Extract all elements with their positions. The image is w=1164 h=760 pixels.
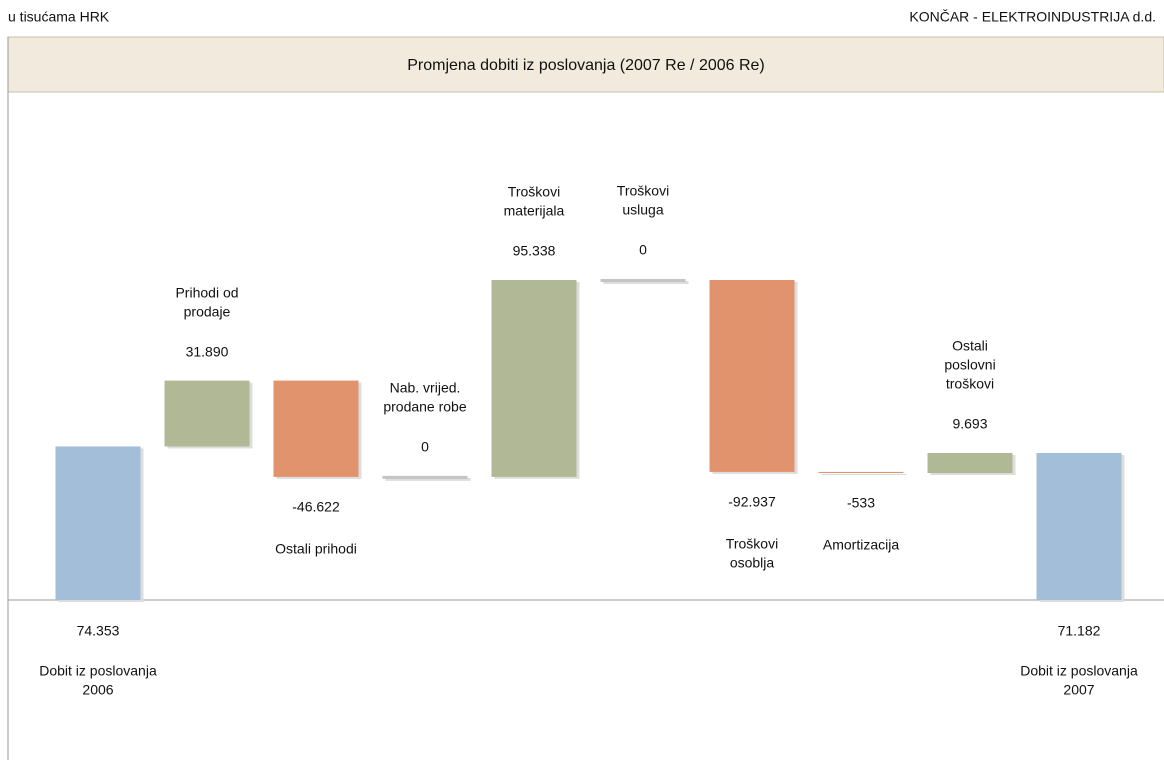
value-label: 0 xyxy=(639,242,647,258)
category-label: materijala xyxy=(504,203,565,219)
value-label: 71.182 xyxy=(1058,623,1101,639)
category-label: Prihodi od xyxy=(175,284,238,300)
chart-title: Promjena dobiti iz poslovanja (2007 Re /… xyxy=(407,57,765,74)
category-label: Dobit iz poslovanja xyxy=(39,663,157,679)
bar xyxy=(382,475,468,479)
category-label: Amortizacija xyxy=(823,537,899,553)
company-label: KONČAR - ELEKTROINDUSTRIJA d.d. xyxy=(909,9,1156,25)
bar xyxy=(55,446,141,600)
category-label: troškovi xyxy=(946,376,994,392)
value-label: -46.622 xyxy=(292,499,340,515)
value-label: 74.353 xyxy=(77,623,120,639)
category-label: Nab. vrijed. xyxy=(390,380,461,396)
bar xyxy=(1036,453,1122,600)
category-label: Troškovi xyxy=(726,536,778,552)
bar xyxy=(491,280,577,477)
value-label: 0 xyxy=(421,439,429,455)
title-band xyxy=(7,36,1164,93)
category-label: Ostali prihodi xyxy=(275,541,357,557)
shadow xyxy=(603,281,689,284)
category-label: poslovni xyxy=(944,357,995,373)
category-label: 2007 xyxy=(1063,682,1094,698)
value-label: 31.890 xyxy=(186,343,229,359)
shadow xyxy=(385,477,471,481)
bar xyxy=(709,280,795,472)
category-label: Dobit iz poslovanja xyxy=(1020,663,1138,679)
bar xyxy=(273,380,359,477)
bar xyxy=(818,471,904,474)
category-label: Troškovi xyxy=(508,184,560,200)
value-label: 95.338 xyxy=(513,243,556,259)
shadow xyxy=(821,473,907,476)
value-label: -533 xyxy=(847,495,875,511)
bar xyxy=(600,279,686,282)
category-label: 2006 xyxy=(82,682,113,698)
category-label: Troškovi xyxy=(617,183,669,199)
category-label: usluga xyxy=(622,202,663,218)
unit-label: u tisućama HRK xyxy=(8,9,110,25)
category-label: Ostali xyxy=(952,338,988,354)
value-label: -92.937 xyxy=(728,494,776,510)
category-label: osoblja xyxy=(730,555,775,571)
category-label: prodane robe xyxy=(383,399,467,415)
bar xyxy=(927,453,1013,474)
bar xyxy=(164,380,250,447)
value-label: 9.693 xyxy=(952,416,987,432)
category-label: prodaje xyxy=(184,303,231,319)
